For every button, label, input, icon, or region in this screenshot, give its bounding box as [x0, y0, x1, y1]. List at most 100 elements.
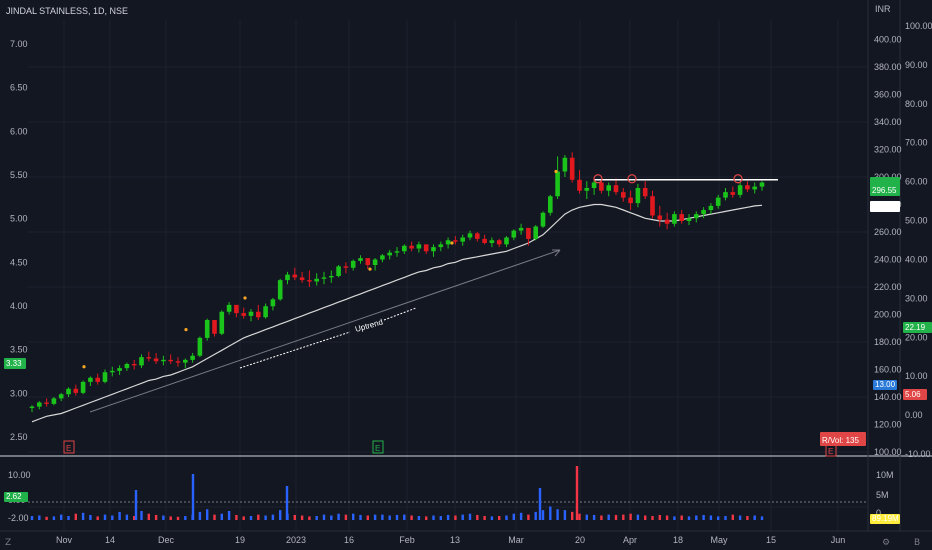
- red-value-badge-text: 5.06: [905, 390, 921, 399]
- candle-body: [694, 214, 699, 219]
- candle-body: [190, 355, 195, 360]
- volume-bar: [271, 514, 275, 520]
- volume-bar: [417, 516, 421, 520]
- candle-body: [599, 182, 604, 191]
- candle-body: [321, 277, 327, 279]
- candle-body: [584, 188, 590, 191]
- svg-text:E: E: [828, 447, 833, 456]
- candle-body: [131, 364, 137, 366]
- lower-left-value-badge-text: 2.62: [6, 492, 22, 501]
- volume-bar: [395, 514, 399, 520]
- signal-marker: [450, 241, 454, 245]
- candle-body: [365, 258, 371, 265]
- left-tick-label: 5.00: [10, 214, 28, 224]
- event-marker-earnings-2[interactable]: E: [372, 440, 384, 454]
- volume-bar: [169, 516, 172, 520]
- lower-left-tick-label: -2.00: [8, 513, 29, 523]
- volume-bar: [680, 515, 683, 520]
- time-tick-label: 15: [766, 535, 776, 545]
- candle-body: [66, 388, 71, 395]
- candle-body: [562, 157, 568, 172]
- candle-body: [467, 233, 473, 238]
- candle-body: [460, 237, 465, 242]
- volume-bar: [432, 515, 435, 520]
- candle-body: [533, 226, 538, 239]
- left-tick-label: 4.00: [10, 301, 28, 311]
- left-value-badge-bg: [4, 358, 26, 369]
- price-tick-label: 140.00: [874, 392, 902, 402]
- price-tick-label: 180.00: [874, 337, 902, 347]
- volume-bar: [74, 513, 77, 520]
- volume-bar: [614, 514, 618, 520]
- candle-body: [88, 377, 93, 382]
- volume-bar: [154, 514, 158, 520]
- scale-mode-icon[interactable]: B: [914, 538, 920, 548]
- left-tick-label: 6.00: [10, 126, 28, 136]
- price-tick-label: 380.00: [874, 62, 902, 72]
- candle-body: [37, 402, 42, 407]
- price-tick-label: 320.00: [874, 145, 902, 155]
- svg-text:E: E: [375, 444, 380, 453]
- volume-bar: [264, 515, 267, 520]
- settings-gear-icon[interactable]: ⚙: [882, 538, 890, 548]
- candle-body: [701, 210, 706, 215]
- candle-body: [394, 251, 400, 253]
- left-tick-label: 6.50: [10, 83, 28, 93]
- event-marker-earnings-1[interactable]: E: [63, 440, 75, 454]
- candles-layer: [29, 152, 765, 413]
- lower-right-tick-label: 0: [876, 508, 881, 518]
- candle-body: [679, 214, 684, 221]
- candle-body: [387, 252, 392, 256]
- candle-body: [577, 179, 582, 191]
- last-price-badge-bg: [870, 177, 900, 196]
- price-tick-label: 240.00: [874, 255, 902, 265]
- lower-right-value-badge-bg: [870, 514, 900, 524]
- time-tick-label: 14: [105, 535, 115, 545]
- volume-bar: [578, 513, 581, 520]
- ratio-badge-bg: [820, 432, 866, 446]
- volume-bar: [534, 511, 537, 520]
- volume-bar: [315, 516, 318, 520]
- volume-bar: [439, 516, 442, 520]
- candle-body: [58, 394, 64, 399]
- signal-marker: [243, 296, 247, 300]
- volume-bar: [607, 514, 610, 520]
- volume-bar: [198, 511, 202, 520]
- timezone-icon[interactable]: Z: [5, 538, 11, 548]
- signal-marker: [554, 169, 558, 174]
- right-scale-tick-label: 60.00: [905, 177, 928, 187]
- candle-body: [197, 337, 203, 356]
- volume-bar: [184, 516, 187, 520]
- candle-body: [110, 370, 115, 373]
- candle-body: [139, 357, 144, 366]
- candle-body: [737, 185, 743, 195]
- volume-bar: [760, 516, 764, 520]
- right-scale-tick-label: 10.00: [905, 371, 928, 381]
- volume-bar: [446, 514, 450, 520]
- red-value-badge-bg: [903, 389, 927, 400]
- volume-bar: [592, 514, 596, 520]
- candle-body: [234, 304, 239, 314]
- volume-bar: [352, 513, 355, 520]
- volume-bar: [519, 512, 523, 520]
- candle-body: [358, 258, 363, 261]
- resistance-touch-marker: [733, 174, 743, 184]
- volume-bar: [344, 514, 348, 520]
- volume-bar: [498, 516, 501, 520]
- rsi-value-badge-text: 22.19: [905, 323, 926, 332]
- price-tick-label: 260.00: [874, 227, 902, 237]
- event-marker-earnings-3[interactable]: E: [825, 443, 837, 457]
- candle-body: [277, 280, 283, 300]
- time-tick-label: Feb: [399, 535, 415, 545]
- volume-bar: [103, 514, 107, 520]
- time-tick-label: 2023: [286, 535, 306, 545]
- candle-body: [343, 266, 349, 268]
- candle-body: [730, 192, 736, 195]
- trend-line: [89, 249, 561, 413]
- left-tick-label: 7.00: [10, 39, 28, 49]
- signal-marker: [184, 328, 188, 332]
- candle-body: [270, 299, 276, 307]
- time-tick-label: 16: [344, 535, 354, 545]
